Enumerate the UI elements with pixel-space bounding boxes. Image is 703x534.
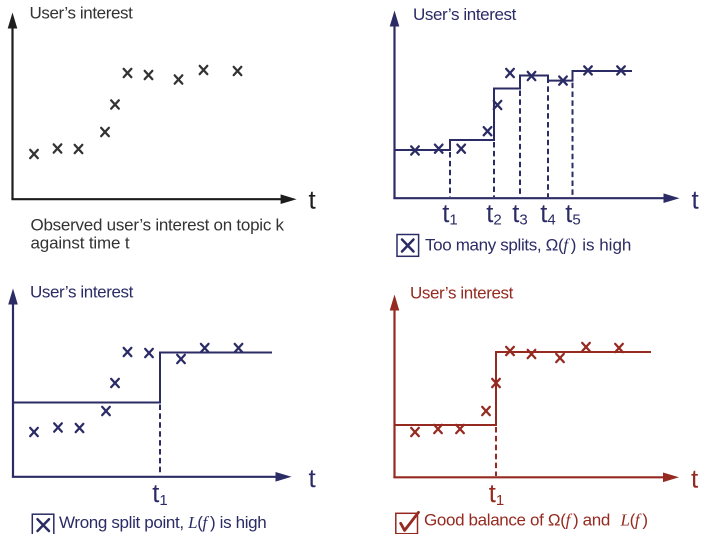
svg-text:Too many splits, Ω(f ) is hig: Too many splits, Ω(f ) is high [425, 236, 631, 255]
svg-text:against time t: against time t [31, 234, 130, 253]
svg-text:Wrong split point, L(f ) is hi: Wrong split point, L(f ) is high [59, 513, 266, 532]
svg-text:Good balance of Ω(f ) and L(: Good balance of Ω(f ) and L(f ) [424, 511, 648, 530]
svg-text:Observed user’s interest on to: Observed user’s interest on topic k [31, 215, 285, 234]
svg-text:t: t [309, 463, 317, 493]
svg-text:User’s interest: User’s interest [410, 284, 514, 303]
svg-text:t: t [692, 185, 700, 215]
svg-text:User’s interest: User’s interest [30, 283, 134, 302]
svg-text:t: t [691, 463, 699, 493]
svg-text:User’s interest: User’s interest [413, 5, 517, 24]
svg-text:User’s interest: User’s interest [30, 4, 134, 23]
svg-text:t: t [309, 185, 317, 215]
